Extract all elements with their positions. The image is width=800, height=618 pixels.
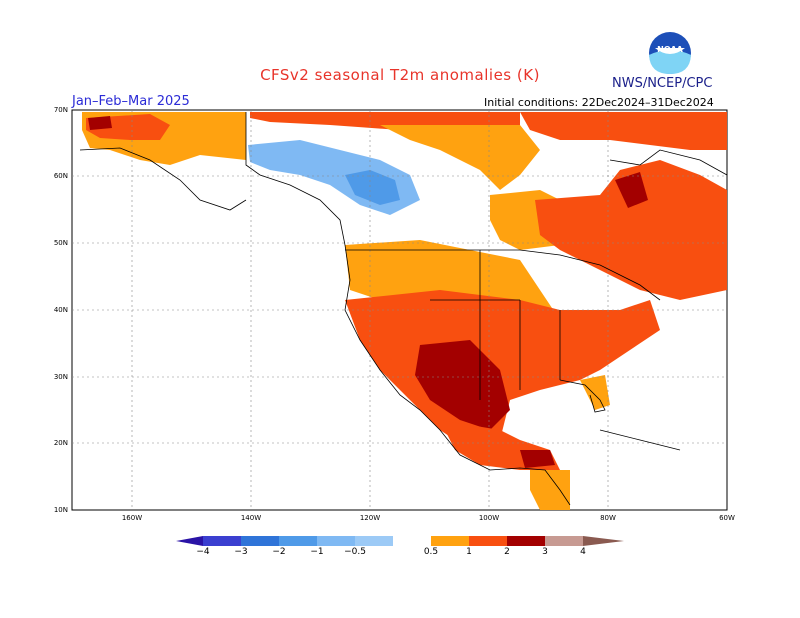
graticule bbox=[72, 110, 727, 510]
forecast-period: Jan–Feb–Mar 2025 bbox=[72, 94, 190, 109]
colorbar-tick: −2 bbox=[272, 547, 286, 557]
anomaly-field bbox=[82, 112, 727, 510]
logo-text-container: NOAA bbox=[649, 32, 691, 74]
lon-label: 160W bbox=[121, 514, 143, 522]
colorbar-tick: −0.5 bbox=[344, 547, 366, 557]
logo-text: NOAA bbox=[657, 45, 683, 54]
lon-label: 100W bbox=[478, 514, 500, 522]
colorbar-tick: 4 bbox=[580, 547, 586, 557]
agency-label: NWS/NCEP/CPC bbox=[612, 76, 713, 91]
lon-label: 120W bbox=[359, 514, 381, 522]
colorbar-tick: −1 bbox=[310, 547, 324, 557]
lat-label: 10N bbox=[53, 506, 68, 514]
initial-conditions: Initial conditions: 22Dec2024–31Dec2024 bbox=[484, 96, 714, 109]
lat-label: 20N bbox=[53, 439, 68, 447]
lon-label: 80W bbox=[600, 514, 616, 522]
colorbar-tick: 1 bbox=[466, 547, 472, 557]
lat-label: 70N bbox=[53, 106, 68, 114]
lon-label: 60W bbox=[719, 514, 735, 522]
coastlines bbox=[79, 112, 728, 506]
lon-label: 140W bbox=[240, 514, 262, 522]
lat-label: 60N bbox=[53, 172, 68, 180]
noaa-logo bbox=[649, 32, 691, 74]
page-title: CFSv2 seasonal T2m anomalies (K) bbox=[260, 66, 540, 84]
lat-label: 40N bbox=[53, 306, 68, 314]
colorbar-tick: 2 bbox=[504, 547, 510, 557]
colorbar-tick: −3 bbox=[234, 547, 248, 557]
colorbar-tick: 3 bbox=[542, 547, 548, 557]
colorbar-tick: 0.5 bbox=[423, 547, 439, 557]
lat-label: 50N bbox=[53, 239, 68, 247]
lat-label: 30N bbox=[53, 373, 68, 381]
colorbar-tick: −4 bbox=[196, 547, 210, 557]
